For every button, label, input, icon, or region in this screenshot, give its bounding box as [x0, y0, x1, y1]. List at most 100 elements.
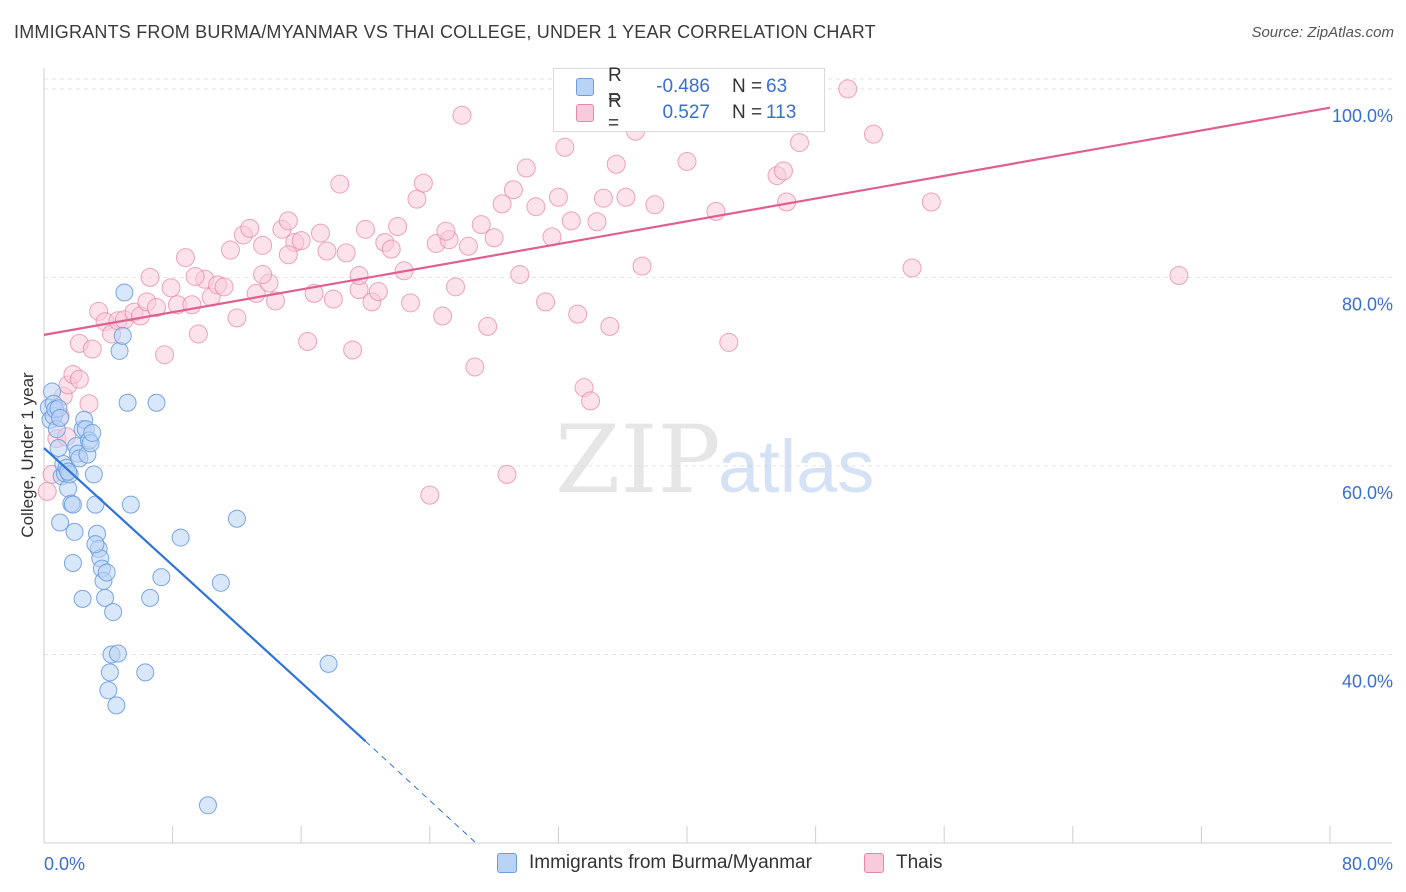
burma-point — [51, 513, 70, 532]
thais-point — [433, 306, 453, 326]
burma-point — [171, 528, 190, 547]
chart-title: IMMIGRANTS FROM BURMA/MYANMAR VS THAI CO… — [14, 22, 876, 42]
thais-point — [253, 235, 273, 255]
thais-point — [161, 278, 181, 298]
thais-point — [510, 265, 530, 285]
thais-point — [436, 221, 456, 241]
thais-point — [185, 266, 205, 286]
n-label: N = — [732, 76, 763, 97]
thais-point — [555, 137, 575, 157]
thais-point — [317, 241, 337, 261]
thais-point — [606, 154, 626, 174]
watermark-atlas: atlas — [718, 425, 874, 508]
thais-point — [227, 308, 247, 328]
burma-point — [107, 696, 126, 715]
thais-point — [69, 369, 89, 389]
burma-trend-line — [43, 447, 367, 743]
thais-point — [478, 316, 498, 336]
thais-point — [265, 291, 285, 311]
thais-point — [446, 277, 466, 297]
thais-point — [401, 293, 421, 313]
stats-legend: R = -0.486 N = 63 R = 0.527 N = 113 — [553, 65, 825, 134]
thais-point — [278, 211, 298, 231]
burma-legend-swatch — [497, 853, 517, 873]
thais-point — [407, 189, 427, 209]
burma-point — [152, 568, 171, 587]
thais-point — [240, 218, 260, 238]
burma-point — [113, 326, 132, 345]
thais-point — [388, 216, 408, 236]
thais-point — [458, 236, 478, 256]
thais-point — [220, 240, 240, 260]
thais-point — [140, 267, 160, 287]
thais-point — [471, 215, 491, 235]
burma-point — [147, 393, 166, 412]
y-axis-label: College, Under 1 year — [18, 372, 37, 538]
stats-legend-row-thais: R = 0.527 N = 113 — [576, 91, 810, 134]
x-tick-label: 80.0% — [1342, 854, 1393, 874]
n-value: 63 — [766, 76, 788, 97]
thais-point — [336, 243, 356, 263]
thais-point — [548, 187, 568, 207]
thais-point — [484, 228, 504, 248]
legend-item-thais[interactable]: Thais — [864, 852, 942, 874]
thais-point — [616, 187, 636, 207]
thais-trend-line — [43, 106, 1331, 336]
thais-point — [291, 231, 311, 251]
burma-point — [118, 393, 137, 412]
burma-point — [96, 588, 115, 607]
thais-point — [420, 485, 440, 505]
burma-point — [86, 495, 105, 514]
burma-point — [63, 554, 82, 573]
thais-point — [188, 324, 208, 344]
thais-point — [82, 339, 102, 359]
watermark-zip: ZIP — [555, 406, 721, 515]
burma-point — [121, 495, 140, 514]
y-tick-label: 60.0% — [1342, 483, 1393, 503]
thais-point — [677, 151, 697, 171]
thais-point — [1169, 266, 1189, 286]
burma-point — [104, 603, 123, 622]
burma-point — [115, 283, 134, 302]
thais-point — [790, 133, 810, 153]
thais-points — [37, 79, 1189, 505]
burma-swatch — [576, 78, 594, 96]
thais-point — [368, 282, 388, 302]
axes — [43, 68, 1392, 844]
burma-point — [49, 439, 68, 458]
y-tick-label: 80.0% — [1342, 294, 1393, 314]
watermark: ZIP atlas — [555, 406, 874, 515]
thais-point — [298, 331, 318, 351]
legend-item-burma[interactable]: Immigrants from Burma/Myanmar — [497, 852, 812, 874]
r-value: -0.486 — [656, 76, 710, 97]
thais-point — [645, 195, 665, 215]
y-tick-label: 40.0% — [1342, 671, 1393, 691]
thais-point — [310, 223, 330, 243]
thais-point — [253, 265, 273, 285]
thais-point — [773, 161, 793, 181]
burma-trend-extension — [365, 740, 479, 846]
thais-point — [356, 219, 375, 239]
burma-point — [63, 495, 82, 514]
burma-point — [108, 644, 127, 663]
thais-point — [182, 295, 202, 315]
r-label: R = — [608, 65, 622, 108]
burma-point — [51, 408, 70, 427]
thais-point — [323, 289, 343, 309]
burma-point — [198, 796, 217, 815]
burma-point — [86, 535, 105, 554]
burma-point — [319, 654, 338, 673]
legend-label-burma: Immigrants from Burma/Myanmar — [529, 852, 812, 873]
n-value: 113 — [766, 102, 797, 123]
thais-point — [719, 332, 739, 352]
thais-point — [921, 192, 941, 212]
burma-point — [211, 573, 230, 592]
thais-point — [593, 188, 613, 208]
y-tick-label: 100.0% — [1332, 106, 1393, 126]
thais-point — [561, 211, 581, 231]
burma-point — [227, 509, 246, 528]
thais-point — [175, 248, 195, 268]
burma-point — [141, 588, 160, 607]
thais-point — [838, 79, 858, 99]
thais-point — [155, 345, 175, 365]
